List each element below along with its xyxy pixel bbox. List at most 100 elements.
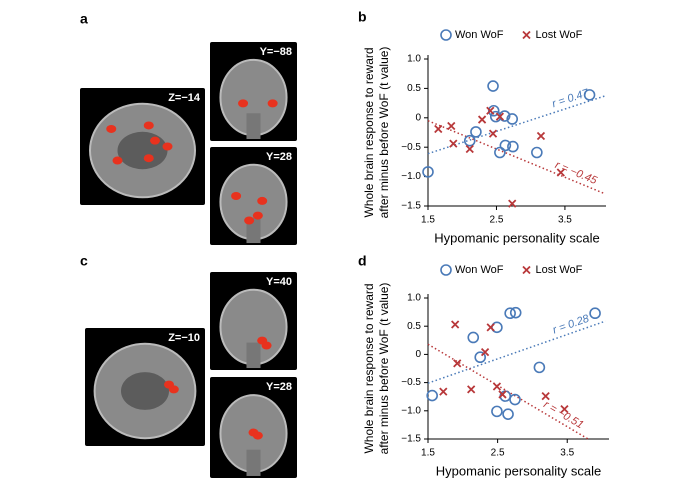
legend-label: Lost WoF (536, 29, 583, 41)
point (507, 140, 519, 153)
point (488, 129, 498, 138)
point (499, 139, 512, 152)
point (487, 80, 499, 92)
legend-label: Won WoF (455, 29, 504, 41)
slice-label: Y=28 (266, 151, 292, 163)
y-tick-label: −1.0 (401, 171, 421, 182)
activation (252, 431, 263, 440)
slice-label: Z=−14 (168, 92, 201, 104)
y-tick-label: −1.5 (401, 434, 421, 445)
point (509, 393, 521, 406)
point (486, 106, 495, 115)
legend-label: Won WoF (455, 264, 504, 276)
point (508, 199, 517, 208)
panel-letter: a (80, 11, 88, 27)
x-tick-label: 1.5 (421, 448, 435, 459)
x-tick-label: 1.5 (421, 215, 435, 226)
y-tick-label: 0.5 (407, 321, 421, 332)
y-tick-label: −0.5 (401, 142, 421, 153)
point (498, 390, 507, 399)
point (480, 348, 490, 357)
activation (261, 341, 272, 350)
r-annotation: r = 0.28 (551, 312, 591, 336)
point (589, 307, 601, 320)
y-axis-label: after minus before WoF (t value) (377, 47, 391, 219)
activation (257, 196, 268, 205)
activation (162, 142, 173, 151)
point (463, 134, 476, 147)
point (451, 320, 460, 329)
legend-marker (522, 265, 531, 275)
r-annotation: r = −0.51 (541, 399, 585, 432)
trend-line (427, 95, 605, 155)
activation (106, 124, 117, 133)
brain-stem (246, 113, 261, 140)
point (533, 361, 546, 374)
point (502, 408, 514, 420)
activation (168, 385, 179, 394)
point (467, 385, 476, 394)
activation (267, 99, 278, 108)
point (467, 331, 480, 344)
point (447, 121, 456, 131)
point (422, 166, 434, 178)
panel-letter: b (358, 9, 367, 25)
point (477, 115, 487, 124)
panel-letter: c (80, 253, 88, 269)
brain-stem (246, 449, 261, 476)
x-tick-label: 2.5 (491, 448, 505, 459)
activation (244, 216, 255, 225)
panel-letter: d (358, 253, 367, 269)
y-tick-label: 0 (415, 349, 421, 360)
point (531, 146, 543, 159)
point (426, 389, 438, 402)
point (494, 146, 506, 159)
activation (112, 156, 123, 165)
x-tick-label: 2.5 (490, 215, 504, 226)
activation (252, 211, 263, 220)
brain-core (117, 131, 168, 170)
slice-label: Y=28 (266, 381, 292, 393)
brain-core (121, 372, 169, 410)
activation (231, 192, 242, 200)
x-axis-label: Hypomanic personality scale (436, 463, 601, 478)
point (491, 405, 503, 418)
y-tick-label: −0.5 (401, 377, 421, 388)
y-tick-label: −1.0 (401, 405, 421, 416)
point (449, 139, 458, 148)
point (541, 391, 550, 401)
point (504, 307, 516, 320)
activation (238, 99, 249, 108)
point (434, 124, 443, 134)
point (560, 404, 569, 414)
slice-label: Y=40 (266, 276, 292, 288)
legend-marker (440, 264, 452, 276)
slice-label: Y=−88 (260, 46, 292, 58)
legend-marker (522, 30, 531, 40)
legend-marker (440, 29, 452, 41)
point (487, 104, 500, 117)
activation (143, 121, 154, 130)
point (495, 112, 505, 121)
y-tick-label: 1.0 (407, 293, 421, 304)
legend-label: Lost WoF (536, 264, 583, 276)
trend-line (427, 120, 605, 195)
point (556, 168, 565, 177)
trend-line (427, 320, 606, 384)
y-axis-label: after minus before WoF (t value) (377, 283, 391, 455)
activation (150, 136, 160, 145)
y-axis-label: Whole brain response to reward (362, 283, 376, 453)
point (465, 144, 474, 154)
brain-stem (246, 342, 261, 369)
point (439, 387, 448, 396)
point (506, 113, 519, 125)
activation (143, 154, 154, 163)
y-axis-label: Whole brain response to reward (362, 47, 376, 217)
slice-label: Z=−10 (168, 332, 200, 344)
point (474, 351, 487, 364)
point (470, 126, 482, 138)
point (486, 323, 495, 332)
y-tick-label: −1.5 (401, 201, 421, 212)
point (536, 131, 546, 141)
